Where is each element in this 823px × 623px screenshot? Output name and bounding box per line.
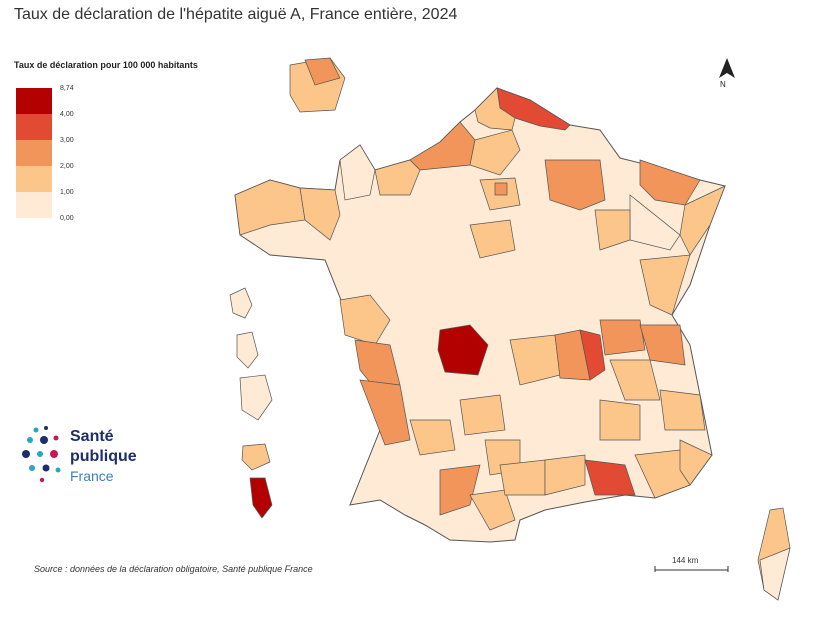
region-bouches-du-rhone: [584, 459, 636, 496]
department-regions: [234, 87, 726, 531]
overseas-guyane: [239, 374, 273, 421]
north-label: N: [720, 80, 726, 89]
legend-label-4: 1,00: [60, 189, 74, 196]
region-normandie-east: [409, 121, 476, 171]
page-title: Taux de déclaration de l'hépatite aiguë …: [14, 6, 458, 23]
region-ariege: [469, 489, 516, 531]
source-text: Source : données de la déclaration oblig…: [34, 564, 313, 574]
sante-publique-france-logo: Santé publique France: [22, 424, 152, 494]
region-aube: [594, 209, 631, 251]
region-haute-garonne: [439, 464, 481, 516]
logo-dots-icon: [22, 426, 61, 483]
region-lot: [459, 394, 506, 436]
legend-swatch-4: [16, 192, 52, 218]
legend-swatch-1: [16, 114, 52, 140]
legend-label-5: 0,00: [60, 215, 74, 222]
region-hautes-alpes: [659, 389, 706, 431]
logo-text-france: France: [70, 468, 114, 484]
region-marne: [544, 159, 606, 211]
region-gironde: [359, 379, 411, 446]
region-oise: [469, 129, 521, 176]
legend-label-2: 3,00: [60, 137, 74, 144]
overseas-guadeloupe: [229, 287, 253, 319]
region-doubs: [639, 254, 691, 316]
region-alsace: [679, 185, 726, 256]
region-drome: [599, 399, 641, 441]
scale-bar: [654, 566, 729, 572]
logo-text-sante: Santé: [70, 428, 114, 445]
region-rhone: [579, 329, 606, 381]
corsica-south: [759, 547, 791, 601]
overseas-mayotte: [249, 477, 273, 519]
region-calvados: [374, 159, 421, 196]
overseas-martinique: [236, 331, 259, 369]
region-vendee: [339, 294, 391, 346]
legend-label-0: 8,74: [60, 85, 74, 92]
logo-text-publique: publique: [70, 448, 137, 465]
region-paris: [494, 182, 508, 196]
region-bretagne-east: [299, 187, 341, 241]
region-pas-de-calais: [474, 87, 516, 131]
legend-swatch-0: [16, 88, 52, 114]
region-loiret: [469, 219, 516, 259]
overseas-reunion: [241, 443, 271, 471]
region-aude: [499, 459, 546, 496]
region-dordogne: [409, 419, 456, 456]
region-herault: [544, 454, 586, 496]
region-isere: [609, 359, 661, 401]
north-arrow: [719, 58, 735, 78]
legend-label-1: 4,00: [60, 111, 74, 118]
legend-label-3: 2,00: [60, 163, 74, 170]
region-haute-vienne: [437, 324, 489, 376]
region-moselle: [639, 159, 701, 206]
scale-label: 144 km: [672, 556, 699, 565]
legend-swatch-3: [16, 166, 52, 192]
island-north-inner: [304, 57, 341, 86]
legend-title: Taux de déclaration pour 100 000 habitan…: [14, 60, 198, 70]
region-manche: [339, 144, 376, 201]
legend-swatch-2: [16, 140, 52, 166]
region-haute-savoie: [639, 324, 686, 366]
region-alpes-maritimes: [679, 439, 713, 486]
region-ain: [599, 319, 646, 356]
